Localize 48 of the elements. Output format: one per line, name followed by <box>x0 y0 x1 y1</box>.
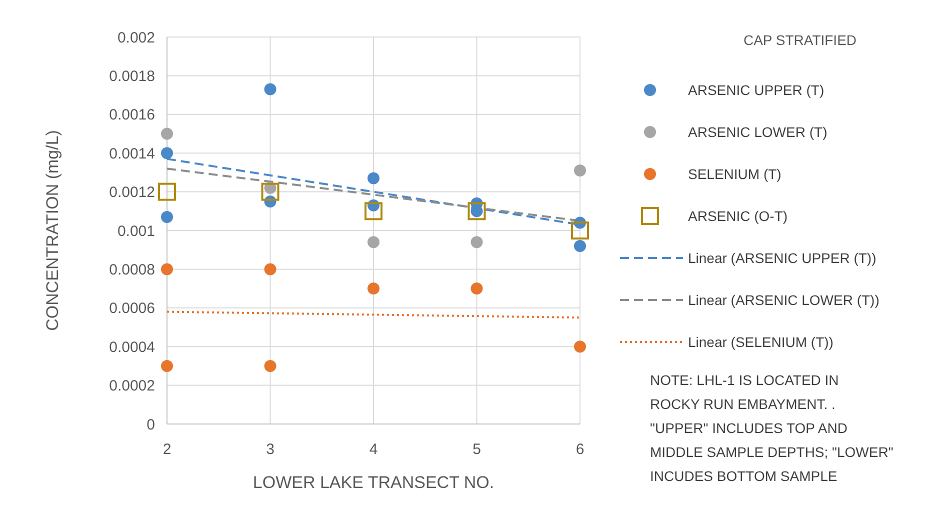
y-tick-label: 0.0012 <box>109 184 155 202</box>
y-tick-label: 0.0014 <box>109 145 155 162</box>
y-tick-label: 0.0008 <box>109 261 155 278</box>
point <box>261 182 280 201</box>
point <box>571 222 589 240</box>
point <box>161 263 173 276</box>
y-tick-label: 0.001 <box>117 222 155 240</box>
text: CAP STRATIFIED <box>743 32 857 48</box>
point <box>368 236 380 248</box>
legend-label: Linear (ARSENIC LOWER (T)) <box>688 292 880 308</box>
point <box>158 182 176 201</box>
legend-label: Linear (ARSENIC UPPER (T)) <box>688 250 876 266</box>
legend-label: ARSENIC (O-T) <box>688 208 788 224</box>
point <box>574 240 586 252</box>
legend-label: SELENIUM (T) <box>688 166 782 182</box>
point <box>574 340 586 353</box>
x-tick-label: 3 <box>266 441 274 458</box>
y-tick-label: 0.0016 <box>109 106 155 124</box>
y-tick-label: 0 <box>146 416 155 434</box>
point <box>574 164 586 177</box>
x-axis-title: LOWER LAKE TRANSECT NO. <box>252 473 494 492</box>
point <box>161 128 173 140</box>
y-tick-label: 0.0004 <box>109 338 155 356</box>
x-tick-label: 6 <box>576 441 584 458</box>
point <box>368 172 380 184</box>
text: NOTE: LHL-1 IS LOCATED IN ROCKY RUN EMBAYMENT. . "UPPER" INCLUDES TOP AND MIDDLE SAMPLE DEPTHS; "LOWER" INCUDES BOTTOM SAMPLE <box>650 372 894 484</box>
point <box>368 282 380 295</box>
point <box>161 360 173 372</box>
point <box>470 236 483 248</box>
x-tick-label: 4 <box>369 441 378 458</box>
point <box>161 147 173 160</box>
legend-label: ARSENIC UPPER (T) <box>688 82 824 98</box>
point <box>468 202 486 220</box>
point <box>364 202 382 220</box>
y-tick-label: 0.0006 <box>109 300 155 318</box>
point <box>264 263 276 276</box>
point <box>161 210 173 223</box>
y-axis-title: CONCENTRATION (mg/L) <box>43 130 62 331</box>
point <box>470 282 483 295</box>
y-tick-label: 0.0018 <box>109 68 155 85</box>
x-tick-label: 2 <box>162 441 172 458</box>
point <box>264 360 276 372</box>
legend-label: Linear (SELENIUM (T)) <box>688 334 834 350</box>
x-tick-label: 5 <box>472 441 481 458</box>
legend-label: ARSENIC LOWER (T) <box>688 124 828 140</box>
point <box>264 83 276 96</box>
y-tick-label: 0.002 <box>117 29 155 46</box>
y-tick-label: 0.0002 <box>109 378 155 395</box>
